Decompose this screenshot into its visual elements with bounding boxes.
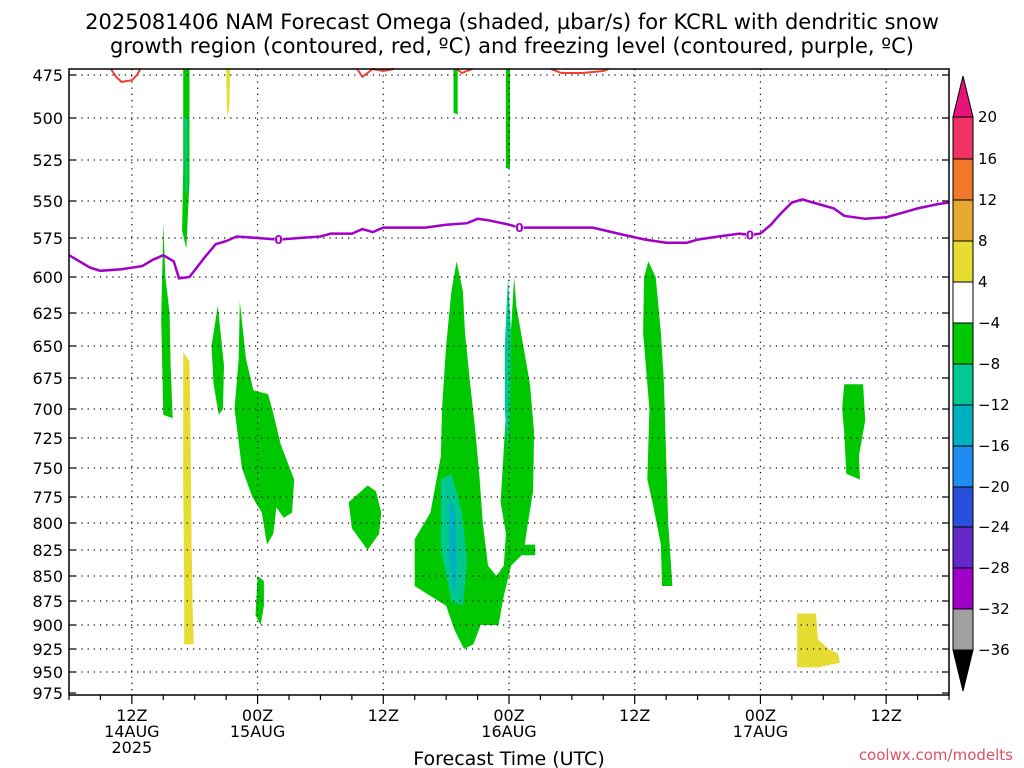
y-tick-label-725: 725 [32,429,63,448]
y-tick-label-650: 650 [32,337,63,356]
colorbar-bottom-arrow [952,649,974,692]
freezing-label-bg-0 [274,232,283,246]
colorbar-label-8: −16 [978,437,1010,455]
colorbar-label-5: −4 [978,314,1000,332]
y-tick-label-900: 900 [32,616,63,635]
colorbar-label-1: 16 [978,150,997,168]
contours: 0 0 0 [68,67,950,280]
omega-region-2 [226,69,231,115]
x-tick-label-42-0: 00Z [493,706,524,725]
x-tick-label-18-1: 15AUG [230,722,285,741]
y-tick-label-550: 550 [32,192,63,211]
colorbar-top-arrow [952,75,974,118]
y-tick-label-800: 800 [32,514,63,533]
freezing-label-bg-1 [515,220,524,234]
y-tick-label-525: 525 [32,151,63,170]
colorbar-label-11: −28 [978,559,1010,577]
omega-region-9 [255,576,264,625]
x-axis-title: Forecast Time (UTC) [413,748,604,768]
colorbar-bin-11 [952,567,974,610]
omega-region-13 [449,497,457,596]
x-tick-label-30-0: 12Z [368,706,399,725]
x-tick-label-6-1: 14AUG [104,722,159,741]
y-tick-label-750: 750 [32,459,63,478]
omega-region-16 [842,384,866,480]
dendritic-contour-3 [550,68,609,74]
x-tick-label-66-0: 00Z [745,706,776,725]
colorbar-bin-3 [952,240,974,283]
colorbar-label-13: −36 [978,641,1010,659]
grid [69,69,949,695]
y-tick-label-700: 700 [32,400,63,419]
colorbar-bin-4 [952,281,974,324]
colorbar-label-9: −20 [978,478,1010,496]
freezing-level-label-2: 0 [746,229,754,243]
freezing-level-label-0: 0 [274,233,282,247]
x-tick-label-42-1: 16AUG [481,722,536,741]
y-tick-label-575: 575 [32,229,63,248]
freezing-level-line [68,198,950,280]
omega-region-1 [184,118,188,193]
omega-region-6 [183,352,194,645]
omega-shading [161,69,866,668]
credit-text: coolwx.com/modelts [859,746,1013,764]
x-tick-label-54-0: 12Z [619,706,650,725]
colorbar-label-0: 20 [978,108,997,126]
y-tick-label-775: 775 [32,488,63,507]
colorbar: 20 16 12 8 4 −4 −8 −12 −16 −20 −24 −28 −32 −36 [952,75,1010,692]
colorbar-bin-9 [952,486,974,528]
colorbar-bin-6 [952,363,974,406]
colorbar-bin-8 [952,445,974,488]
omega-region-15 [643,261,673,586]
y-tick-label-625: 625 [32,304,63,323]
y-tick-label-925: 925 [32,640,63,659]
omega-region-10 [348,485,382,550]
omega-region-7 [211,305,224,415]
dendritic-contour-1 [356,67,394,79]
colorbar-bin-0 [952,116,974,160]
y-tick-label-975: 975 [32,684,63,703]
axes: 475 500 525 550 575 600 625 650 675 700 725 750 775 8… [32,66,950,757]
y-tick-label-825: 825 [32,541,63,560]
y-tick-label-600: 600 [32,268,63,287]
y-tick-label-675: 675 [32,369,63,388]
y-tick-label-850: 850 [32,567,63,586]
chart-title-line2: growth region (contoured, red, ºC) and f… [110,34,914,58]
freezing-level-label-1: 0 [515,221,523,235]
x-tick-label-78-0: 12Z [870,706,901,725]
x-tick-label-18-0: 00Z [242,706,273,725]
colorbar-label-4: 4 [978,273,988,291]
x-tick-label-66-1: 17AUG [733,722,788,741]
x-tick-label-6-0: 12Z [116,706,147,725]
dendritic-contour-0 [110,68,142,83]
chart-title-line1: 2025081406 NAM Forecast Omega (shaded, µ… [85,10,939,34]
omega-region-17 [797,613,840,668]
colorbar-label-7: −12 [978,396,1010,414]
freezing-label-bg-2 [745,228,754,242]
omega-region-14 [504,277,512,456]
y-tick-label-475: 475 [32,66,63,85]
omega-region-5 [161,223,173,419]
y-tick-label-500: 500 [32,109,63,128]
colorbar-label-10: −24 [978,518,1010,536]
x-tick-label-6-2: 2025 [111,738,152,757]
dendritic-contour-2 [455,68,473,75]
colorbar-label-2: 12 [978,191,997,209]
y-tick-label-875: 875 [32,592,63,611]
omega-region-3 [453,69,458,115]
colorbar-bin-7 [952,404,974,447]
colorbar-bin-10 [952,526,974,569]
colorbar-bin-5 [952,322,974,365]
colorbar-bin-2 [952,199,974,242]
colorbar-label-3: 8 [978,232,988,250]
colorbar-bin-12 [952,608,974,651]
colorbar-label-6: −8 [978,355,1000,373]
colorbar-label-12: −32 [978,600,1010,618]
colorbar-bin-1 [952,158,974,201]
omega-region-8 [234,301,295,545]
y-tick-label-950: 950 [32,663,63,682]
